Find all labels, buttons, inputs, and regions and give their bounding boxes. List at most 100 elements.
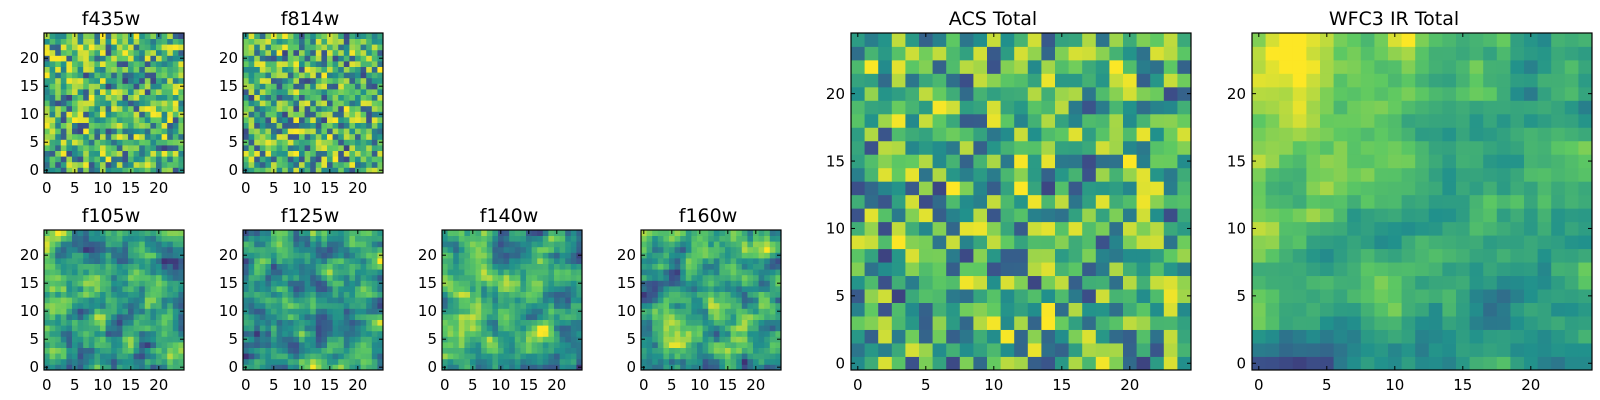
heatmap-cell xyxy=(1041,73,1056,88)
heatmap-cell xyxy=(254,133,261,140)
heatmap-cell xyxy=(1374,181,1389,196)
heatmap-cell xyxy=(150,156,157,163)
heatmap-cell xyxy=(349,252,356,259)
heatmap-cell xyxy=(475,314,482,320)
heatmap-cell xyxy=(769,342,776,348)
heatmap-cell xyxy=(548,308,555,315)
heatmap-cell xyxy=(641,274,647,281)
heatmap-cell xyxy=(310,336,317,343)
heatmap-cell xyxy=(343,308,350,315)
heatmap-cell xyxy=(88,89,95,95)
heatmap-cell xyxy=(293,49,300,56)
heatmap-cell xyxy=(542,286,549,292)
heatmap-cell xyxy=(360,49,367,56)
heatmap-cell xyxy=(178,150,185,157)
heatmap-cell xyxy=(276,133,283,140)
heatmap-cell xyxy=(83,89,90,95)
heatmap-cell xyxy=(321,263,328,270)
heatmap-cell xyxy=(254,128,261,135)
heatmap-cell xyxy=(144,347,151,354)
heatmap-cell xyxy=(878,86,893,101)
heatmap-cell xyxy=(287,364,294,371)
heatmap-cell xyxy=(1428,235,1443,250)
heatmap-cell xyxy=(442,314,448,320)
heatmap-cell xyxy=(172,280,179,287)
heatmap-cell xyxy=(133,49,140,56)
heatmap-cell xyxy=(764,230,771,236)
heatmap-cell xyxy=(758,358,765,365)
heatmap-cell xyxy=(464,353,471,360)
heatmap-cell xyxy=(349,319,356,326)
heatmap-cell xyxy=(122,347,129,354)
heatmap-cell xyxy=(44,156,50,163)
heatmap-cell xyxy=(377,33,384,39)
heatmap-cell xyxy=(161,66,168,73)
heatmap-cell xyxy=(537,280,544,287)
heatmap-cell xyxy=(973,262,988,277)
heatmap-cell xyxy=(293,258,300,264)
heatmap-cell xyxy=(1360,343,1375,357)
heatmap-cell xyxy=(987,154,1001,169)
heatmap-cell xyxy=(708,364,715,371)
heatmap-cell xyxy=(315,314,322,320)
heatmap-cell xyxy=(327,336,333,343)
heatmap-cell xyxy=(60,61,67,67)
heatmap-cell xyxy=(128,258,134,264)
heatmap-cell xyxy=(576,230,583,236)
heatmap-cell xyxy=(946,235,961,250)
heatmap-cell xyxy=(1306,221,1321,236)
heatmap-cell xyxy=(565,353,572,360)
heatmap-cell xyxy=(1150,302,1165,317)
heatmap-cell xyxy=(1374,208,1389,223)
heatmap-cell xyxy=(775,330,782,337)
heatmap-cell xyxy=(864,154,879,169)
heatmap-cell xyxy=(764,297,771,304)
heatmap-cell xyxy=(905,167,920,182)
heatmap-cell xyxy=(243,274,249,281)
heatmap-cell xyxy=(276,94,283,101)
heatmap-cell xyxy=(310,117,317,123)
heatmap-cell xyxy=(691,308,698,315)
heatmap-cell xyxy=(139,111,146,118)
heatmap-cell xyxy=(259,161,266,168)
heatmap-cell xyxy=(741,280,748,287)
heatmap-cell xyxy=(271,274,277,281)
heatmap-cell xyxy=(719,252,726,259)
heatmap-cell xyxy=(49,156,56,163)
heatmap-cell xyxy=(332,342,339,348)
heatmap-cell xyxy=(702,258,709,264)
heatmap-cell xyxy=(265,347,272,354)
heatmap-cell xyxy=(1360,302,1375,317)
heatmap-cell xyxy=(276,269,283,276)
heatmap-cell xyxy=(1320,235,1334,250)
heatmap-cell xyxy=(864,33,879,47)
heatmap-cell xyxy=(891,221,906,236)
heatmap-cell xyxy=(1333,181,1348,196)
heatmap-cell xyxy=(769,302,776,309)
heatmap-cell xyxy=(1347,329,1362,344)
heatmap-cell xyxy=(509,252,516,259)
heatmap-cell xyxy=(66,319,73,326)
heatmap-cell xyxy=(878,154,893,169)
heatmap-cell xyxy=(161,314,168,320)
heatmap-cell xyxy=(94,235,101,242)
heatmap-cell xyxy=(1150,73,1165,88)
heatmap-cell xyxy=(343,297,350,304)
heatmap-cell xyxy=(156,235,162,242)
heatmap-cell xyxy=(769,336,776,343)
heatmap-cell xyxy=(276,72,283,79)
heatmap-cell xyxy=(315,167,322,174)
heatmap-cell xyxy=(1510,289,1525,303)
heatmap-cell xyxy=(447,342,454,348)
heatmap-cell xyxy=(332,66,339,73)
heatmap-cell xyxy=(122,364,129,371)
heatmap-cell xyxy=(105,122,112,129)
heatmap-cell xyxy=(276,347,283,354)
heatmap-cell xyxy=(304,49,311,56)
heatmap-cell xyxy=(371,105,378,112)
heatmap-cell xyxy=(1000,127,1015,142)
heatmap-cell xyxy=(747,235,754,242)
x-tick-label: 20 xyxy=(149,376,168,394)
heatmap-cell xyxy=(1428,275,1443,290)
heatmap-cell xyxy=(442,291,448,298)
